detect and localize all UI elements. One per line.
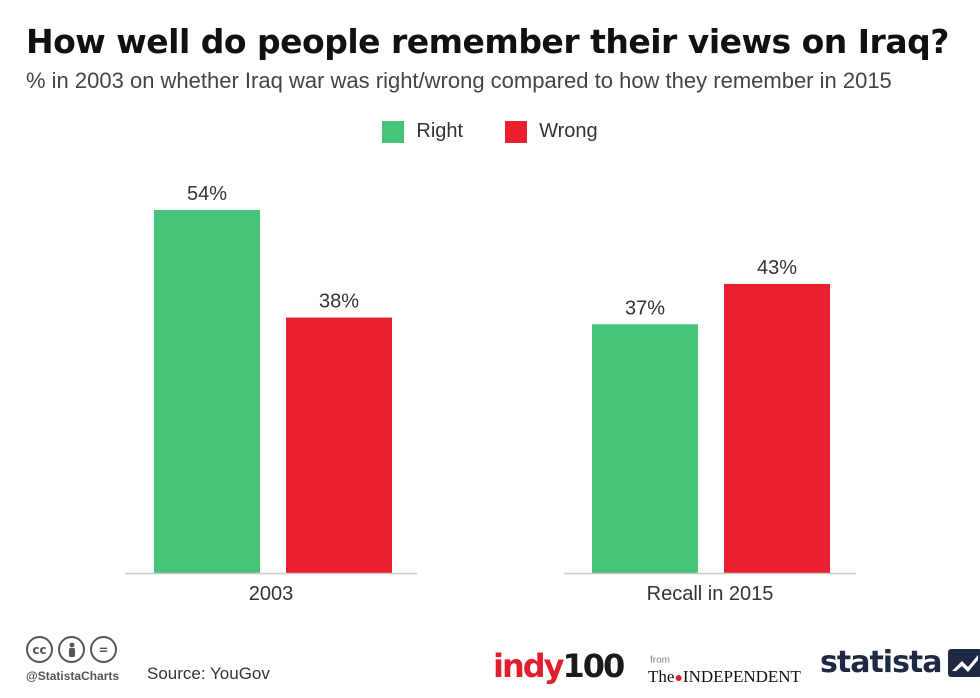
independent-logo: The●INDEPENDENT [648,667,801,686]
chart-subtitle: % in 2003 on whether Iraq war was right/… [26,68,892,93]
license-icons: cc = [26,636,117,663]
statista-mark-icon [947,649,980,677]
bar-right-1 [154,210,260,573]
by-person-icon [58,636,85,663]
legend: Right Wrong [0,120,980,143]
legend-item-right: Right [382,120,463,143]
bar-wrong-2 [724,283,830,573]
source-note: Source: YouGov [147,664,270,683]
bar-right-2 [592,324,698,573]
bar-wrong-1 [286,317,392,573]
legend-item-wrong: Wrong [505,120,598,143]
data-label-right-2: 37% [625,297,665,319]
data-label-right-1: 54% [187,183,227,205]
indy100-logo: indy100 [493,647,625,685]
legend-swatch-wrong [505,120,528,143]
statista-logo: statista [820,648,980,678]
legend-swatch-right [382,120,405,143]
legend-label-wrong: Wrong [539,120,598,142]
category-label-2: Recall in 2015 [647,583,774,605]
category-label-1: 2003 [249,583,294,605]
cc-icon: cc [26,636,53,663]
from-label: from [650,655,670,666]
data-label-wrong-2: 43% [757,257,797,279]
nd-equals-icon: = [90,636,117,663]
statista-handle: @StatistaCharts [26,669,120,683]
data-label-wrong-1: 38% [319,291,359,313]
legend-label-right: Right [416,120,464,142]
chart-title: How well do people remember their views … [26,22,949,61]
